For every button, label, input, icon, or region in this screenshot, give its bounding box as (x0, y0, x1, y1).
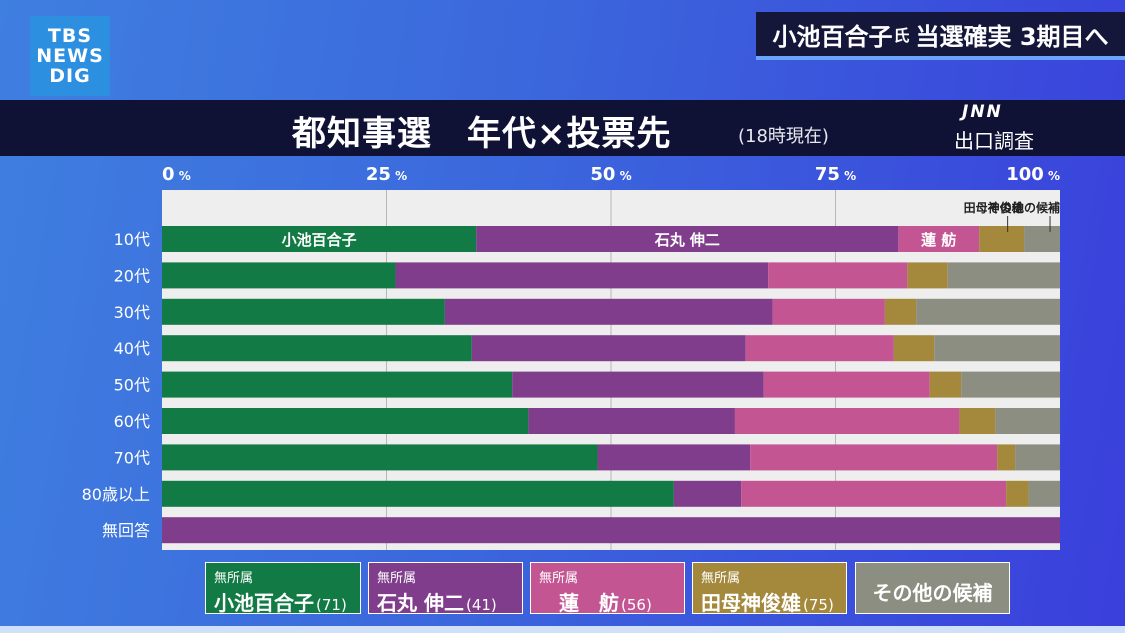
category-label: 20代 (114, 266, 150, 285)
x-tick-label: 0 % (162, 164, 191, 185)
legend-affiliation: 無所属 (214, 571, 254, 586)
legend-name: 蓮 舫 (559, 591, 619, 615)
tbs-news-dig-logo: TBS NEWS DIG (30, 16, 110, 96)
bar-inline-label: 小池百合子 (282, 231, 357, 249)
bar-segment (734, 408, 960, 434)
bar-segment (597, 444, 751, 471)
bar-segment (476, 226, 899, 252)
bar-segment (395, 262, 769, 289)
legend-age: (71) (316, 596, 347, 614)
ticker-honorific: 氏 (893, 26, 910, 45)
legend-affiliation: 無所属 (377, 571, 417, 586)
bar-segment (995, 408, 1060, 434)
legend-name: 石丸 伸二 (377, 591, 464, 615)
x-tick-label: 25 % (366, 164, 407, 185)
bar-segment (763, 371, 930, 398)
legend-others: その他の候補 (855, 562, 1010, 614)
bar-segment (772, 298, 885, 325)
bar-segment (947, 262, 1060, 289)
callout-label: その他の候補 (988, 200, 1060, 215)
bar-segment (512, 371, 764, 398)
bar-segment (997, 444, 1016, 471)
bar-inline-label: 石丸 伸二 (654, 231, 720, 249)
legend-name: 田母神俊雄 (701, 591, 801, 615)
x-tick-label: 100 % (1006, 164, 1060, 185)
bar-segment (471, 335, 746, 362)
legend-renho: 無所属 蓮 舫 (56) (530, 562, 685, 615)
x-tick-label: 50 % (590, 164, 631, 185)
bar-segment (934, 335, 1060, 362)
legend-name: 小池百合子 (214, 591, 314, 615)
ticker-main: 小池百合子 (772, 22, 893, 51)
bar-segment (929, 371, 962, 398)
bar-segment (768, 262, 908, 289)
category-label: 70代 (114, 448, 150, 467)
jnn-logo: JNN (962, 102, 1003, 122)
bar-inline-label: 蓮 舫 (921, 231, 956, 249)
bar-segment (162, 408, 529, 434)
bar-segment (162, 371, 513, 398)
bar-segment (893, 335, 935, 362)
bar-segment (741, 480, 1007, 507)
bar-segment (444, 298, 773, 325)
legend-age: (75) (803, 596, 834, 614)
category-label: 無回答 (102, 521, 150, 540)
bar-segment (162, 226, 477, 252)
legend-ishimaru: 無所属 石丸 伸二 (41) (368, 562, 523, 615)
bar-segment (745, 335, 894, 362)
bar-segment (162, 298, 445, 325)
legend-name: その他の候補 (872, 581, 993, 605)
category-label: 40代 (114, 339, 150, 358)
category-label: 60代 (114, 412, 150, 431)
legend-age: (56) (621, 596, 652, 614)
bar-segment (907, 262, 948, 289)
bar-segment (884, 298, 917, 325)
bar-segment (1024, 226, 1060, 252)
legend-tamogami: 無所属 田母神俊雄 (75) (692, 562, 847, 615)
bar-segment (1006, 480, 1029, 507)
time-note: (18時現在) (738, 126, 829, 147)
bar-segment (898, 226, 980, 252)
legend-koike: 無所属 小池百合子 (71) (205, 562, 361, 615)
legend-affiliation: 無所属 (701, 571, 741, 586)
chart-header: 都知事選 年代×投票先 (18時現在) JNN 出口調査 (0, 100, 1125, 156)
bar-segment (162, 480, 674, 507)
legend-affiliation: 無所属 (539, 571, 579, 586)
logo-line-1: TBS (47, 25, 93, 47)
category-label: 10代 (114, 230, 150, 249)
bar-segment (750, 444, 998, 471)
news-ticker: 小池百合子氏当選確実 3期目へ (756, 12, 1125, 60)
bar-segment (528, 408, 735, 434)
bottom-strip (0, 626, 1125, 633)
bar-segment (959, 408, 996, 434)
category-label: 80歳以上 (82, 485, 150, 504)
bar-segment (916, 298, 1060, 325)
bar-segment (162, 262, 396, 289)
bar-segment (162, 335, 472, 362)
source-label: 出口調査 (954, 129, 1034, 153)
legend-age: (41) (465, 596, 497, 614)
bar-segment (979, 226, 1025, 252)
category-label: 50代 (114, 376, 150, 395)
x-tick-label: 75 % (815, 164, 856, 185)
chart-title: 都知事選 年代×投票先 (292, 114, 672, 154)
bar-segment (162, 444, 598, 471)
bar-segment (1015, 444, 1060, 471)
bar-segment (961, 371, 1060, 398)
logo-line-2: NEWS (36, 45, 104, 67)
bar-segment (673, 480, 742, 507)
logo-line-3: DIG (49, 65, 91, 87)
bar-segment (162, 517, 1060, 544)
bar-segment (1028, 480, 1060, 507)
category-label: 30代 (114, 303, 150, 322)
ticker-rest: 当選確実 3期目へ (915, 22, 1109, 51)
callout-label: 田母神俊雄 (964, 200, 1024, 215)
